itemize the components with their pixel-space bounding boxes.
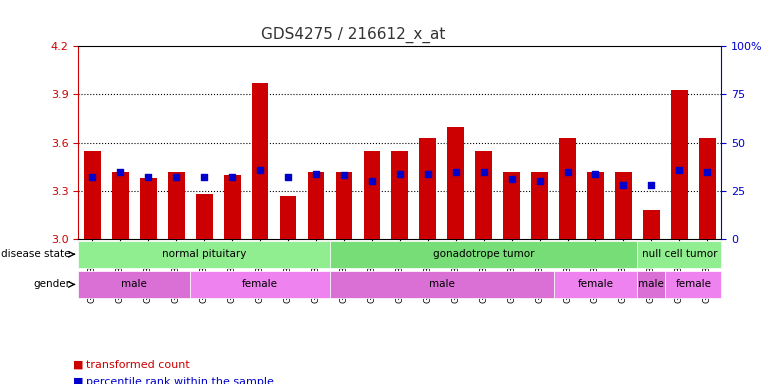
Bar <box>140 178 157 239</box>
Bar <box>448 127 464 239</box>
Bar <box>391 151 408 239</box>
Point <box>701 169 713 175</box>
Point <box>198 174 210 180</box>
Bar <box>643 210 660 239</box>
Point <box>114 169 126 175</box>
Bar <box>475 151 492 239</box>
Point <box>170 174 183 180</box>
Point <box>533 178 546 184</box>
Point <box>477 169 490 175</box>
Text: female: female <box>675 280 711 290</box>
Point <box>254 167 267 173</box>
Point <box>365 178 378 184</box>
Point <box>86 174 99 180</box>
Bar <box>84 151 101 239</box>
FancyBboxPatch shape <box>637 241 721 268</box>
Text: GDS4275 / 216612_x_at: GDS4275 / 216612_x_at <box>260 27 445 43</box>
Bar <box>112 172 129 239</box>
Point <box>645 182 658 188</box>
Text: gender: gender <box>33 280 70 290</box>
Bar <box>336 172 352 239</box>
Text: percentile rank within the sample: percentile rank within the sample <box>86 377 274 384</box>
Text: disease state: disease state <box>1 249 70 259</box>
Bar <box>699 138 716 239</box>
FancyBboxPatch shape <box>78 271 191 298</box>
FancyBboxPatch shape <box>637 271 666 298</box>
Bar <box>503 172 520 239</box>
Bar <box>559 138 576 239</box>
Bar <box>168 172 184 239</box>
Point <box>673 167 686 173</box>
Bar <box>419 138 436 239</box>
Point <box>590 170 602 177</box>
FancyBboxPatch shape <box>330 271 554 298</box>
Bar <box>223 175 241 239</box>
Text: transformed count: transformed count <box>86 360 190 370</box>
Bar <box>615 172 632 239</box>
FancyBboxPatch shape <box>78 241 330 268</box>
Point <box>422 170 434 177</box>
Point <box>226 174 238 180</box>
Bar <box>587 172 604 239</box>
FancyBboxPatch shape <box>191 271 330 298</box>
Text: male: male <box>429 280 455 290</box>
Text: male: male <box>638 280 664 290</box>
Bar <box>252 83 268 239</box>
Bar <box>532 172 548 239</box>
Text: ■: ■ <box>73 377 84 384</box>
Point <box>338 172 350 179</box>
Text: gonadotrope tumor: gonadotrope tumor <box>433 249 535 259</box>
Bar <box>307 172 325 239</box>
Text: normal pituitary: normal pituitary <box>162 249 246 259</box>
FancyBboxPatch shape <box>666 271 721 298</box>
Point <box>561 169 574 175</box>
FancyBboxPatch shape <box>554 271 637 298</box>
Point <box>281 174 294 180</box>
FancyBboxPatch shape <box>330 241 637 268</box>
Text: null cell tumor: null cell tumor <box>641 249 717 259</box>
Bar <box>196 194 212 239</box>
Text: female: female <box>578 280 614 290</box>
Point <box>449 169 462 175</box>
Point <box>506 176 518 182</box>
Point <box>394 170 406 177</box>
Point <box>310 170 322 177</box>
Text: ■: ■ <box>73 360 84 370</box>
Text: male: male <box>122 280 147 290</box>
Text: female: female <box>242 280 278 290</box>
Bar <box>671 89 688 239</box>
Point <box>617 182 630 188</box>
Point <box>142 174 154 180</box>
Bar <box>280 196 296 239</box>
Bar <box>364 151 380 239</box>
